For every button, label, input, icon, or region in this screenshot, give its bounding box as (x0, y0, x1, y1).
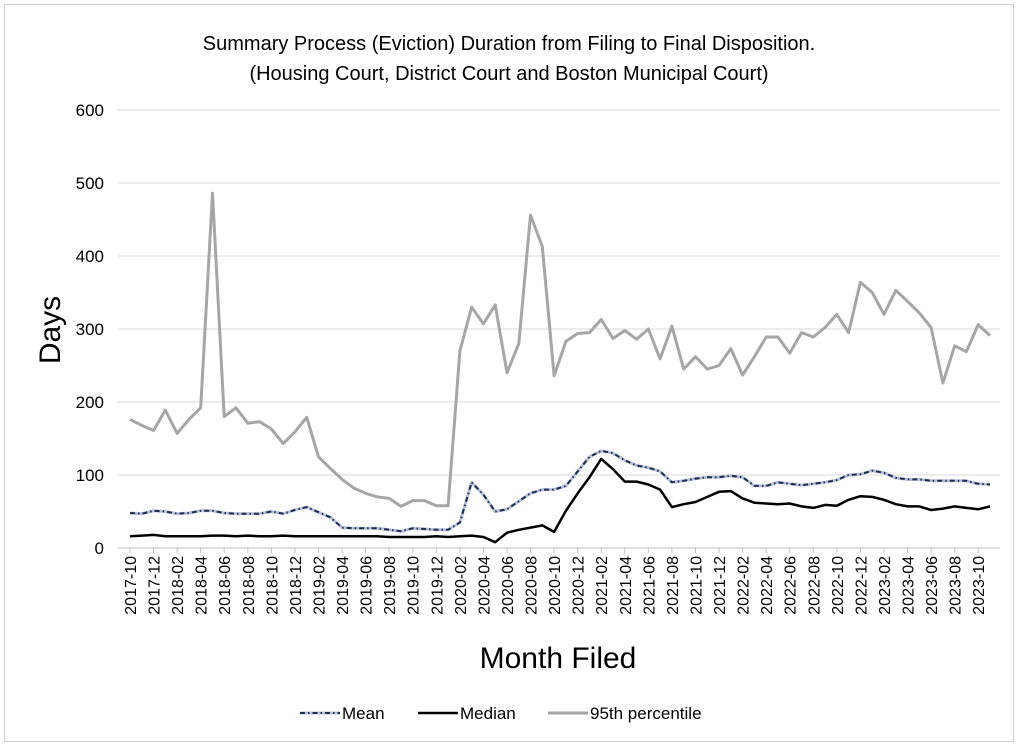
chart-frame (4, 4, 1014, 742)
x-tick-label: 2021-06 (641, 556, 658, 615)
chart-subtitle: (Housing Court, District Court and Bosto… (249, 63, 768, 85)
x-tick-label: 2022-02 (736, 556, 753, 615)
x-tick-label: 2023-10 (971, 556, 988, 615)
legend-item-95th-percentile: 95th percentile (548, 704, 702, 723)
y-axis-tick-labels: 0 100 200 300 400 500 600 (76, 101, 104, 558)
x-axis-tick-labels: 2017-10 2017-12 2018-02 2018-04 2018-06 2018-… (123, 548, 988, 615)
gridlines (118, 109, 1000, 549)
x-tick-label: 2022-04 (759, 556, 776, 615)
series-line-95th-percentile (129, 191, 992, 508)
x-tick-label: 2022-10 (830, 556, 847, 615)
y-tick-label: 100 (76, 466, 104, 485)
x-tick-label: 2023-02 (877, 556, 894, 615)
x-tick-label: 2017-10 (123, 556, 140, 615)
x-tick-label: 2023-04 (901, 556, 918, 615)
series-line-mean (129, 449, 991, 533)
legend: Mean Median 95th percentile (300, 704, 702, 723)
x-tick-label: 2021-10 (688, 556, 705, 615)
y-tick-label: 200 (76, 393, 104, 412)
x-tick-label: 2021-12 (712, 556, 729, 615)
x-tick-label: 2019-12 (429, 556, 446, 615)
x-tick-label: 2019-08 (382, 556, 399, 615)
x-tick-label: 2020-02 (453, 556, 470, 615)
series-line-median (129, 457, 991, 544)
x-tick-label: 2022-12 (853, 556, 870, 615)
series-lines (129, 191, 992, 544)
x-tick-label: 2020-12 (571, 556, 588, 615)
x-axis-label: Month Filed (480, 642, 637, 675)
y-tick-label: 500 (76, 174, 104, 193)
x-tick-label: 2020-10 (547, 556, 564, 615)
legend-label: 95th percentile (590, 704, 702, 723)
x-tick-label: 2018-08 (241, 556, 258, 615)
y-tick-label: 400 (76, 247, 104, 266)
y-axis-label: Days (34, 296, 67, 364)
x-tick-label: 2020-04 (476, 556, 493, 615)
x-tick-label: 2019-02 (311, 556, 328, 615)
y-tick-label: 300 (76, 320, 104, 339)
x-tick-label: 2021-04 (618, 556, 635, 615)
legend-item-median: Median (418, 704, 516, 723)
x-tick-label: 2023-08 (948, 556, 965, 615)
chart-title: Summary Process (Eviction) Duration from… (203, 33, 815, 55)
x-tick-label: 2018-06 (217, 556, 234, 615)
x-tick-label: 2018-02 (170, 556, 187, 615)
x-tick-label: 2018-12 (288, 556, 305, 615)
x-tick-label: 2020-08 (524, 556, 541, 615)
y-tick-label: 0 (95, 539, 104, 558)
legend-label: Median (460, 704, 516, 723)
y-tick-label: 600 (76, 101, 104, 120)
x-tick-label: 2023-06 (924, 556, 941, 615)
x-tick-label: 2018-04 (194, 556, 211, 615)
x-tick-label: 2019-04 (335, 556, 352, 615)
x-tick-label: 2022-06 (783, 556, 800, 615)
x-tick-label: 2017-12 (147, 556, 164, 615)
legend-label: Mean (342, 704, 385, 723)
x-tick-label: 2019-06 (359, 556, 376, 615)
x-tick-label: 2019-10 (406, 556, 423, 615)
legend-item-mean: Mean (300, 704, 385, 723)
x-tick-label: 2020-06 (500, 556, 517, 615)
x-tick-label: 2022-08 (806, 556, 823, 615)
x-tick-label: 2018-10 (264, 556, 281, 615)
x-tick-label: 2021-02 (594, 556, 611, 615)
x-tick-label: 2021-08 (665, 556, 682, 615)
